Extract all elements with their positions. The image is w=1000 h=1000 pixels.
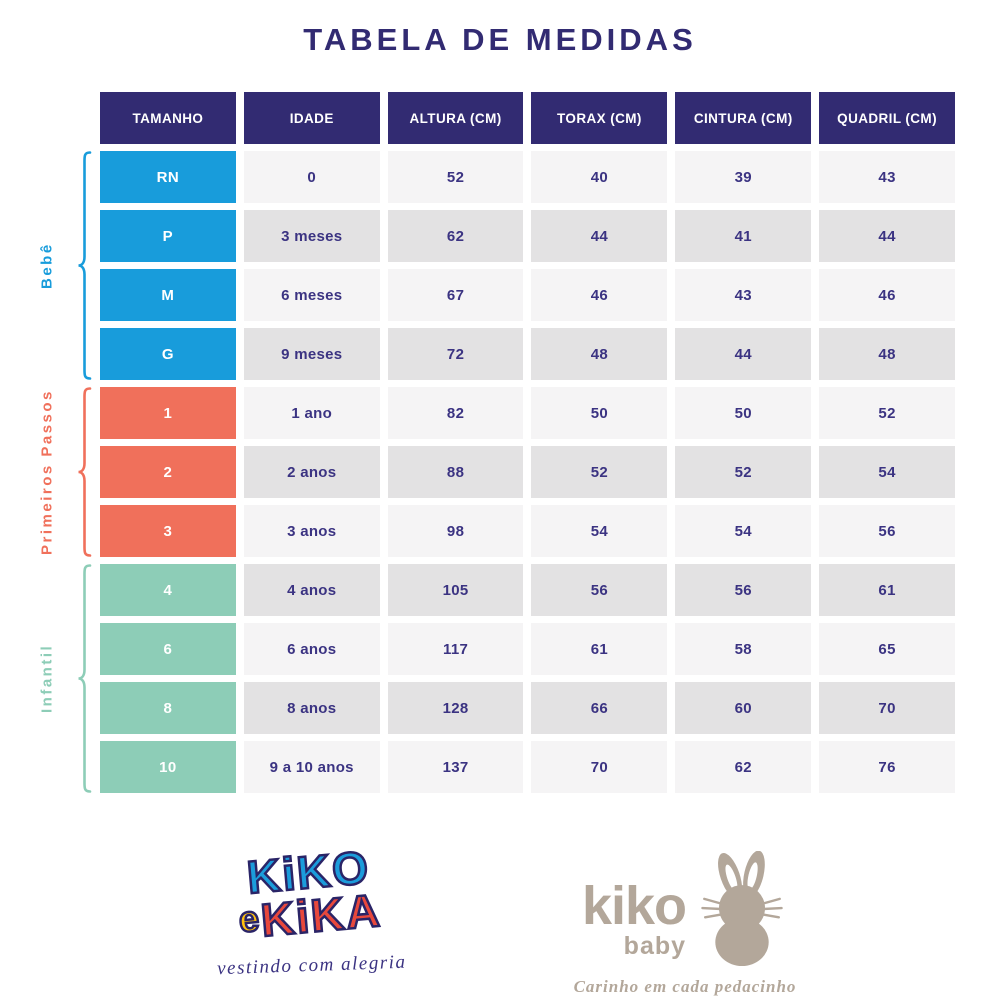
- group-label: Infantil: [38, 643, 56, 714]
- kiko-e-kika-tagline: vestindo com alegria: [216, 951, 407, 979]
- baby-wordmark: baby: [623, 932, 687, 961]
- data-cell: 44: [531, 210, 668, 262]
- data-cell: 6 anos: [243, 623, 380, 675]
- data-cell: 105: [387, 564, 524, 616]
- group-brace: [76, 387, 92, 557]
- data-cell: 44: [819, 210, 955, 262]
- data-cell: 52: [675, 446, 812, 498]
- data-cell: 2 anos: [243, 446, 380, 498]
- group-brace: [76, 151, 92, 380]
- data-cell: 82: [387, 387, 524, 439]
- data-cell: 128: [387, 682, 524, 734]
- data-cell: 88: [387, 446, 524, 498]
- column-header: ALTURA (CM): [387, 92, 524, 144]
- data-cell: 9 a 10 anos: [243, 741, 380, 793]
- data-cell: 46: [531, 269, 668, 321]
- data-cell: 46: [819, 269, 955, 321]
- data-cell: 70: [531, 741, 668, 793]
- kiko-baby-tagline: Carinho em cada pedacinho: [573, 977, 797, 996]
- data-cell: 56: [675, 564, 812, 616]
- data-cell: 50: [531, 387, 668, 439]
- data-cell: 48: [531, 328, 668, 380]
- size-cell: 1: [100, 387, 236, 439]
- size-cell: 10: [100, 741, 236, 793]
- data-cell: 43: [819, 151, 955, 203]
- data-cell: 52: [531, 446, 668, 498]
- size-cell: P: [100, 210, 236, 262]
- kiko-e-kika-logo: KiKO eKiKA vestindo com alegria: [188, 840, 432, 981]
- data-cell: 4 anos: [243, 564, 380, 616]
- bunny-icon: [701, 851, 783, 967]
- data-cell: 67: [387, 269, 524, 321]
- measurements-table: TAMANHO IDADE ALTURA (CM) TORAX (CM) CINTURA…: [100, 92, 955, 793]
- data-cell: 76: [819, 741, 955, 793]
- size-cell: 2: [100, 446, 236, 498]
- data-cell: 62: [675, 741, 812, 793]
- data-cell: 62: [387, 210, 524, 262]
- data-cell: 54: [531, 505, 668, 557]
- data-cell: 117: [387, 623, 524, 675]
- size-cell: 6: [100, 623, 236, 675]
- kiko-baby-logo: kiko baby: [560, 851, 810, 997]
- column-header: TAMANHO: [100, 92, 236, 144]
- data-cell: 137: [387, 741, 524, 793]
- column-header: CINTURA (CM): [675, 92, 812, 144]
- footer-logos: KiKO eKiKA vestindo com alegria kiko bab…: [0, 840, 1000, 997]
- data-cell: 6 meses: [243, 269, 380, 321]
- page-title: TABELA DE MEDIDAS: [303, 22, 697, 57]
- data-cell: 0: [243, 151, 380, 203]
- data-cell: 65: [819, 623, 955, 675]
- data-cell: 60: [675, 682, 812, 734]
- size-chart: TAMANHO IDADE ALTURA (CM) TORAX (CM) CINTURA…: [39, 92, 955, 793]
- group-label: Primeiros Passos: [38, 389, 56, 555]
- logo-letter-e: e: [236, 896, 262, 941]
- column-header: QUADRIL (CM): [819, 92, 955, 144]
- data-cell: 61: [531, 623, 668, 675]
- data-cell: 8 anos: [243, 682, 380, 734]
- column-header: TORAX (CM): [531, 92, 668, 144]
- data-cell: 50: [675, 387, 812, 439]
- data-cell: 44: [675, 328, 812, 380]
- data-cell: 9 meses: [243, 328, 380, 380]
- data-cell: 52: [819, 387, 955, 439]
- size-cell: M: [100, 269, 236, 321]
- size-cell: RN: [100, 151, 236, 203]
- column-header: IDADE: [243, 92, 380, 144]
- data-cell: 3 anos: [243, 505, 380, 557]
- data-cell: 3 meses: [243, 210, 380, 262]
- data-cell: 48: [819, 328, 955, 380]
- group-brace: [76, 564, 92, 793]
- size-cell: G: [100, 328, 236, 380]
- data-cell: 39: [675, 151, 812, 203]
- data-cell: 61: [819, 564, 955, 616]
- kiko-baby-wordmark: kiko: [581, 876, 687, 936]
- data-cell: 56: [819, 505, 955, 557]
- data-cell: 98: [387, 505, 524, 557]
- data-cell: 52: [387, 151, 524, 203]
- data-cell: 66: [531, 682, 668, 734]
- data-cell: 40: [531, 151, 668, 203]
- data-cell: 1 ano: [243, 387, 380, 439]
- data-cell: 56: [531, 564, 668, 616]
- data-cell: 54: [675, 505, 812, 557]
- size-cell: 8: [100, 682, 236, 734]
- group-label: Bebê: [38, 242, 56, 289]
- data-cell: 54: [819, 446, 955, 498]
- data-cell: 70: [819, 682, 955, 734]
- data-cell: 41: [675, 210, 812, 262]
- size-cell: 4: [100, 564, 236, 616]
- data-cell: 72: [387, 328, 524, 380]
- data-cell: 43: [675, 269, 812, 321]
- data-cell: 58: [675, 623, 812, 675]
- size-cell: 3: [100, 505, 236, 557]
